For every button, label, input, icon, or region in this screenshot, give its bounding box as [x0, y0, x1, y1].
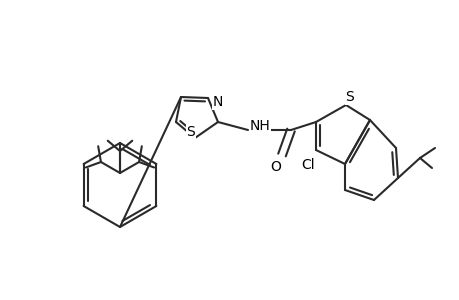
Text: S: S	[186, 125, 195, 139]
Text: NH: NH	[249, 119, 270, 133]
Text: O: O	[270, 160, 281, 174]
Text: Cl: Cl	[301, 158, 314, 172]
Text: S: S	[345, 90, 353, 104]
Text: N: N	[213, 95, 223, 109]
